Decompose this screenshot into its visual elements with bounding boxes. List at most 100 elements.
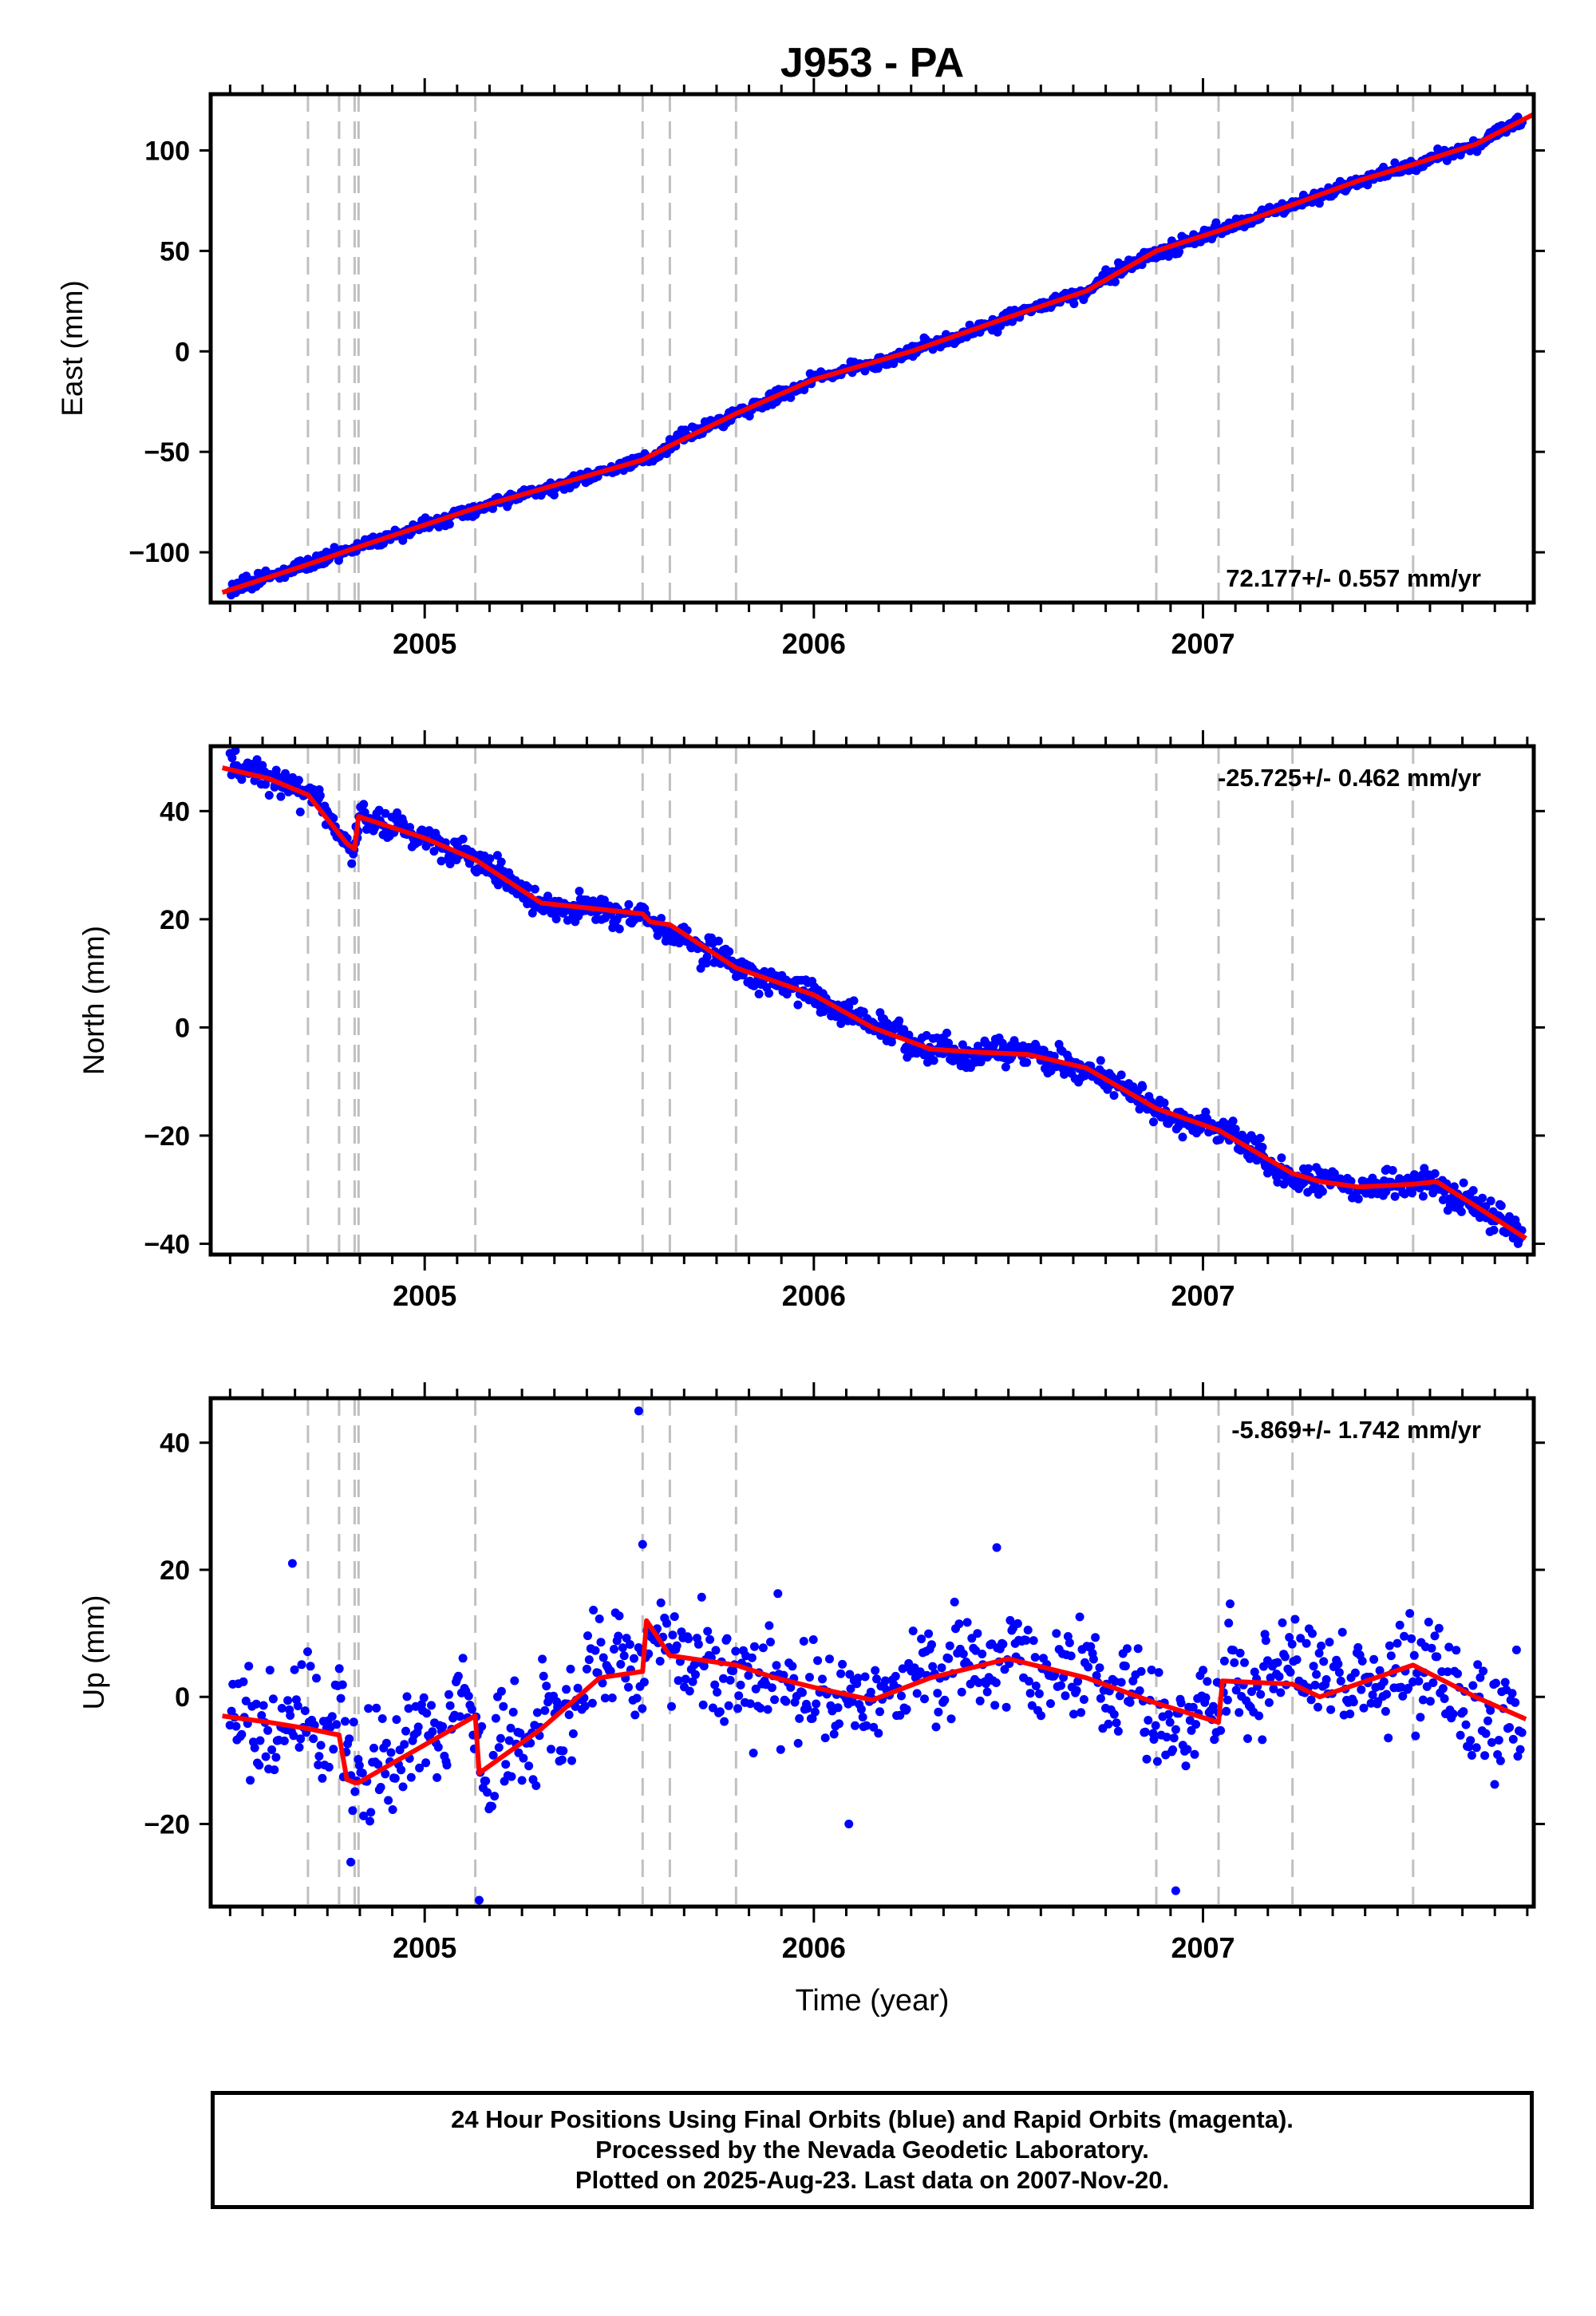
data-point xyxy=(776,1745,785,1754)
data-point xyxy=(376,1783,385,1792)
data-point xyxy=(1013,1618,1022,1628)
data-point xyxy=(261,780,271,789)
footer-line-orbits: 24 Hour Positions Using Final Orbits (bl… xyxy=(451,2105,1294,2133)
data-point xyxy=(1353,1194,1363,1203)
data-point xyxy=(384,1796,393,1805)
y-axis-label: East (mm) xyxy=(56,280,89,417)
data-point xyxy=(1472,1743,1481,1753)
data-point xyxy=(1404,1683,1413,1693)
data-point xyxy=(725,947,734,956)
data-point xyxy=(803,1704,812,1713)
data-point xyxy=(510,1676,519,1686)
data-point xyxy=(1024,1677,1033,1686)
data-point xyxy=(490,1792,500,1801)
data-point xyxy=(749,1749,758,1758)
x-tick-label: 2006 xyxy=(782,1279,846,1312)
x-tick-label: 2006 xyxy=(782,627,846,660)
data-point xyxy=(1084,1662,1093,1672)
data-point xyxy=(1069,1709,1078,1719)
data-point xyxy=(1072,1686,1081,1695)
x-tick-label: 2007 xyxy=(1171,1931,1235,1964)
data-point xyxy=(542,1682,551,1691)
data-point xyxy=(539,1671,548,1681)
data-point xyxy=(1511,1645,1521,1654)
data-point xyxy=(1278,1618,1287,1627)
data-point xyxy=(1490,1780,1499,1789)
data-point xyxy=(1438,1684,1448,1694)
data-point xyxy=(1287,1639,1297,1649)
data-point xyxy=(1312,1670,1321,1679)
data-point xyxy=(261,1752,271,1761)
data-point xyxy=(257,1711,267,1720)
data-point xyxy=(1095,1663,1104,1673)
data-point xyxy=(1113,1726,1123,1736)
data-point xyxy=(606,1666,615,1676)
data-point xyxy=(293,1701,302,1710)
data-point xyxy=(397,1765,406,1775)
data-point xyxy=(458,1654,468,1663)
data-point xyxy=(710,1680,720,1690)
data-point xyxy=(808,1635,818,1644)
data-point xyxy=(309,1734,318,1744)
data-point xyxy=(1321,1675,1331,1684)
data-point xyxy=(583,1631,592,1641)
data-point xyxy=(795,1713,804,1723)
model-line xyxy=(222,1618,1527,1785)
data-point xyxy=(632,1694,642,1703)
data-point xyxy=(1405,1609,1415,1618)
data-point xyxy=(624,1682,633,1692)
data-point xyxy=(1052,1629,1061,1638)
data-point xyxy=(990,1701,1000,1710)
data-point xyxy=(445,1701,455,1710)
data-point xyxy=(366,1808,376,1817)
y-tick-label: 20 xyxy=(160,1555,190,1586)
data-point xyxy=(1306,1695,1316,1705)
data-point xyxy=(377,1714,387,1723)
plot-frame xyxy=(208,92,1536,605)
data-point xyxy=(810,1707,820,1717)
data-point xyxy=(1393,1638,1402,1648)
data-point xyxy=(858,1713,867,1722)
data-point xyxy=(715,1707,725,1717)
data-point xyxy=(696,963,705,973)
data-point xyxy=(820,1733,830,1743)
data-point xyxy=(1456,1207,1466,1216)
data-point xyxy=(1425,1697,1435,1706)
data-point xyxy=(1224,1618,1234,1628)
data-point xyxy=(891,1671,900,1681)
data-point xyxy=(1231,1686,1241,1695)
data-point xyxy=(1210,1735,1219,1745)
data-point xyxy=(346,1857,356,1867)
data-point xyxy=(674,1676,683,1686)
data-point xyxy=(1310,1681,1320,1690)
data-point xyxy=(1176,1698,1186,1708)
data-point xyxy=(667,1701,676,1711)
data-point xyxy=(1169,1733,1179,1743)
model-line xyxy=(221,111,1534,595)
data-point xyxy=(1379,1677,1389,1686)
data-point xyxy=(562,1685,571,1694)
data-point xyxy=(1190,1749,1199,1759)
data-point xyxy=(496,1733,505,1743)
data-point xyxy=(691,1670,700,1679)
data-point xyxy=(557,1755,567,1765)
data-point xyxy=(501,1760,511,1769)
data-point xyxy=(933,1689,942,1698)
data-point xyxy=(442,1761,452,1770)
data-point xyxy=(1142,1754,1152,1764)
data-point xyxy=(277,1704,286,1713)
data-point xyxy=(1349,1697,1358,1707)
data-point xyxy=(1235,1708,1244,1717)
data-point xyxy=(458,834,468,844)
data-point xyxy=(365,1816,374,1826)
data-point xyxy=(1228,1117,1238,1126)
data-point xyxy=(530,884,539,894)
data-point xyxy=(427,1701,436,1710)
data-point xyxy=(547,1745,555,1754)
data-point xyxy=(336,1694,346,1703)
y-tick-label: −20 xyxy=(144,1121,190,1152)
data-point xyxy=(595,1614,604,1623)
data-point xyxy=(1418,1695,1428,1705)
data-point xyxy=(1149,1117,1158,1127)
data-point xyxy=(264,791,274,800)
